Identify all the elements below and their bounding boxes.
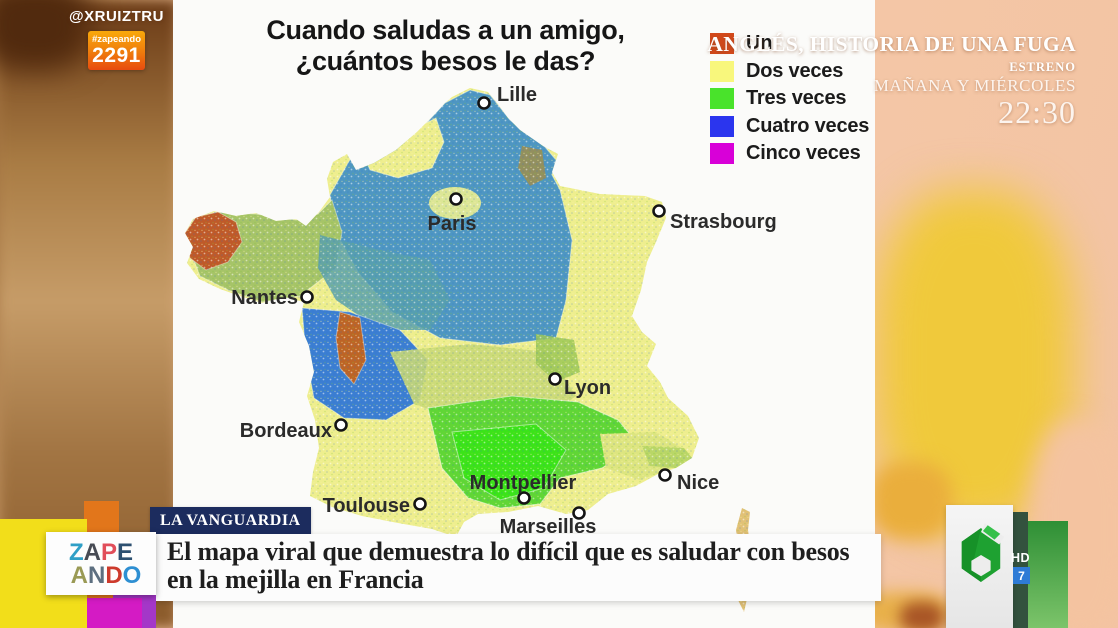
city-label: Lyon xyxy=(564,377,611,399)
city-label: Marseilles xyxy=(500,516,597,538)
source-tag: LA VANGUARDIA xyxy=(150,507,311,534)
city-marker xyxy=(477,96,491,110)
bg-rust-blob xyxy=(900,602,944,628)
legend-label: Dos veces xyxy=(746,59,844,82)
zapeando-letter: D xyxy=(105,561,123,589)
zapeando-logo-line2: ANDO xyxy=(70,561,142,589)
map-title: Cuando saludas a un amigo, ¿cuántos beso… xyxy=(238,15,653,76)
legend-item: Cuatro veces xyxy=(710,113,869,141)
hashtag-label: #zapeando xyxy=(91,34,142,45)
city-marker xyxy=(572,506,586,520)
seven-badge: 7 xyxy=(1013,567,1030,584)
legend-swatch xyxy=(710,60,734,82)
city-label: Lille xyxy=(497,84,537,106)
city-label: Bordeaux xyxy=(240,420,332,442)
map-title-line2: ¿cuántos besos le das? xyxy=(295,45,596,76)
city-layer: Lille Paris Strasbourg Nantes Lyon Bordeaux To… xyxy=(231,84,776,538)
city-marker xyxy=(334,418,348,432)
promo-tag: ESTRENO xyxy=(1009,60,1076,74)
city-marker xyxy=(517,491,531,505)
zapeando-logo: ZAPE ANDO xyxy=(46,532,156,595)
city-label: Paris xyxy=(428,213,477,235)
zapeando-letter: E xyxy=(117,538,134,566)
city-marker xyxy=(548,372,562,386)
zapeando-letter: P xyxy=(100,538,117,566)
france-regions xyxy=(185,88,699,537)
city-marker xyxy=(300,290,314,304)
headline-line1: El mapa viral que demuestra lo difícil q… xyxy=(167,537,850,566)
promo-time: 22:30 xyxy=(998,94,1076,130)
legend-item: Cinco veces xyxy=(710,140,869,168)
bg-amber-blob xyxy=(870,462,952,540)
legend-label: Cinco veces xyxy=(746,142,861,165)
promo-schedule: MAÑANA Y MIÉRCOLES xyxy=(873,76,1076,95)
city-label: Toulouse xyxy=(323,495,410,517)
promo-title: ANGLÉS, HISTORIA DE UNA FUGA xyxy=(707,32,1076,56)
city-label: Nice xyxy=(677,472,719,494)
zapeando-magenta-rect xyxy=(84,598,142,628)
lasexta-green-rect xyxy=(1028,521,1068,628)
legend-label: Cuatro veces xyxy=(746,114,870,137)
legend-swatch xyxy=(710,143,734,165)
episode-number: 2291 xyxy=(92,44,141,67)
promo-overlay: ANGLÉS, HISTORIA DE UNA FUGA ESTRENO MAÑ… xyxy=(707,32,1076,129)
city-marker xyxy=(449,192,463,206)
zapeando-logo-line1: ZAPE xyxy=(68,538,134,566)
legend-swatch xyxy=(710,115,734,137)
map-legend: Un Dos veces Tres veces Cuatro veces Cinco v… xyxy=(710,30,869,168)
headline-box: El mapa viral que demuestra lo difícil q… xyxy=(150,534,881,601)
headline-line2: en la mejilla en Francia xyxy=(167,565,424,594)
legend-item: Tres veces xyxy=(710,85,869,113)
city-marker xyxy=(658,468,672,482)
hd-badge: HD xyxy=(1011,551,1031,565)
legend-item: Dos veces xyxy=(710,58,869,86)
zapeando-letter: A xyxy=(70,561,88,589)
legend-swatch xyxy=(710,88,734,110)
city-label: Strasbourg xyxy=(670,211,777,233)
legend-label: Un xyxy=(746,32,773,55)
city-label: Nantes xyxy=(231,287,298,309)
city-label: Montpellier xyxy=(470,472,577,494)
map-title-line1: Cuando saludas a un amigo, xyxy=(266,15,625,45)
twitter-handle: @XRUIZTRU xyxy=(69,8,164,25)
legend-label: Tres veces xyxy=(746,87,847,110)
legend-swatch xyxy=(710,33,734,55)
lasexta-six-icon xyxy=(961,523,1005,582)
hashtag-badge: #zapeando 2291 xyxy=(88,31,145,70)
zapeando-letter: N xyxy=(87,561,106,589)
legend-item: Un xyxy=(710,30,869,58)
city-marker xyxy=(652,204,666,218)
zapeando-letter: Z xyxy=(68,538,84,566)
zapeando-letter: A xyxy=(83,538,101,566)
bg-dark-corner xyxy=(0,0,90,70)
zapeando-letter: O xyxy=(122,561,142,589)
city-marker xyxy=(413,497,427,511)
